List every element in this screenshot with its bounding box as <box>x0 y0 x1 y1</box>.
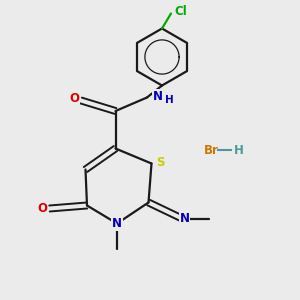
Text: O: O <box>69 92 80 106</box>
Text: S: S <box>156 155 164 169</box>
Text: N: N <box>179 212 190 226</box>
Text: O: O <box>37 202 47 215</box>
Text: N: N <box>112 217 122 230</box>
Text: H: H <box>233 143 243 157</box>
Text: Cl: Cl <box>174 4 187 18</box>
Text: H: H <box>165 95 174 105</box>
Text: N: N <box>152 89 162 103</box>
Text: Br: Br <box>204 143 219 157</box>
